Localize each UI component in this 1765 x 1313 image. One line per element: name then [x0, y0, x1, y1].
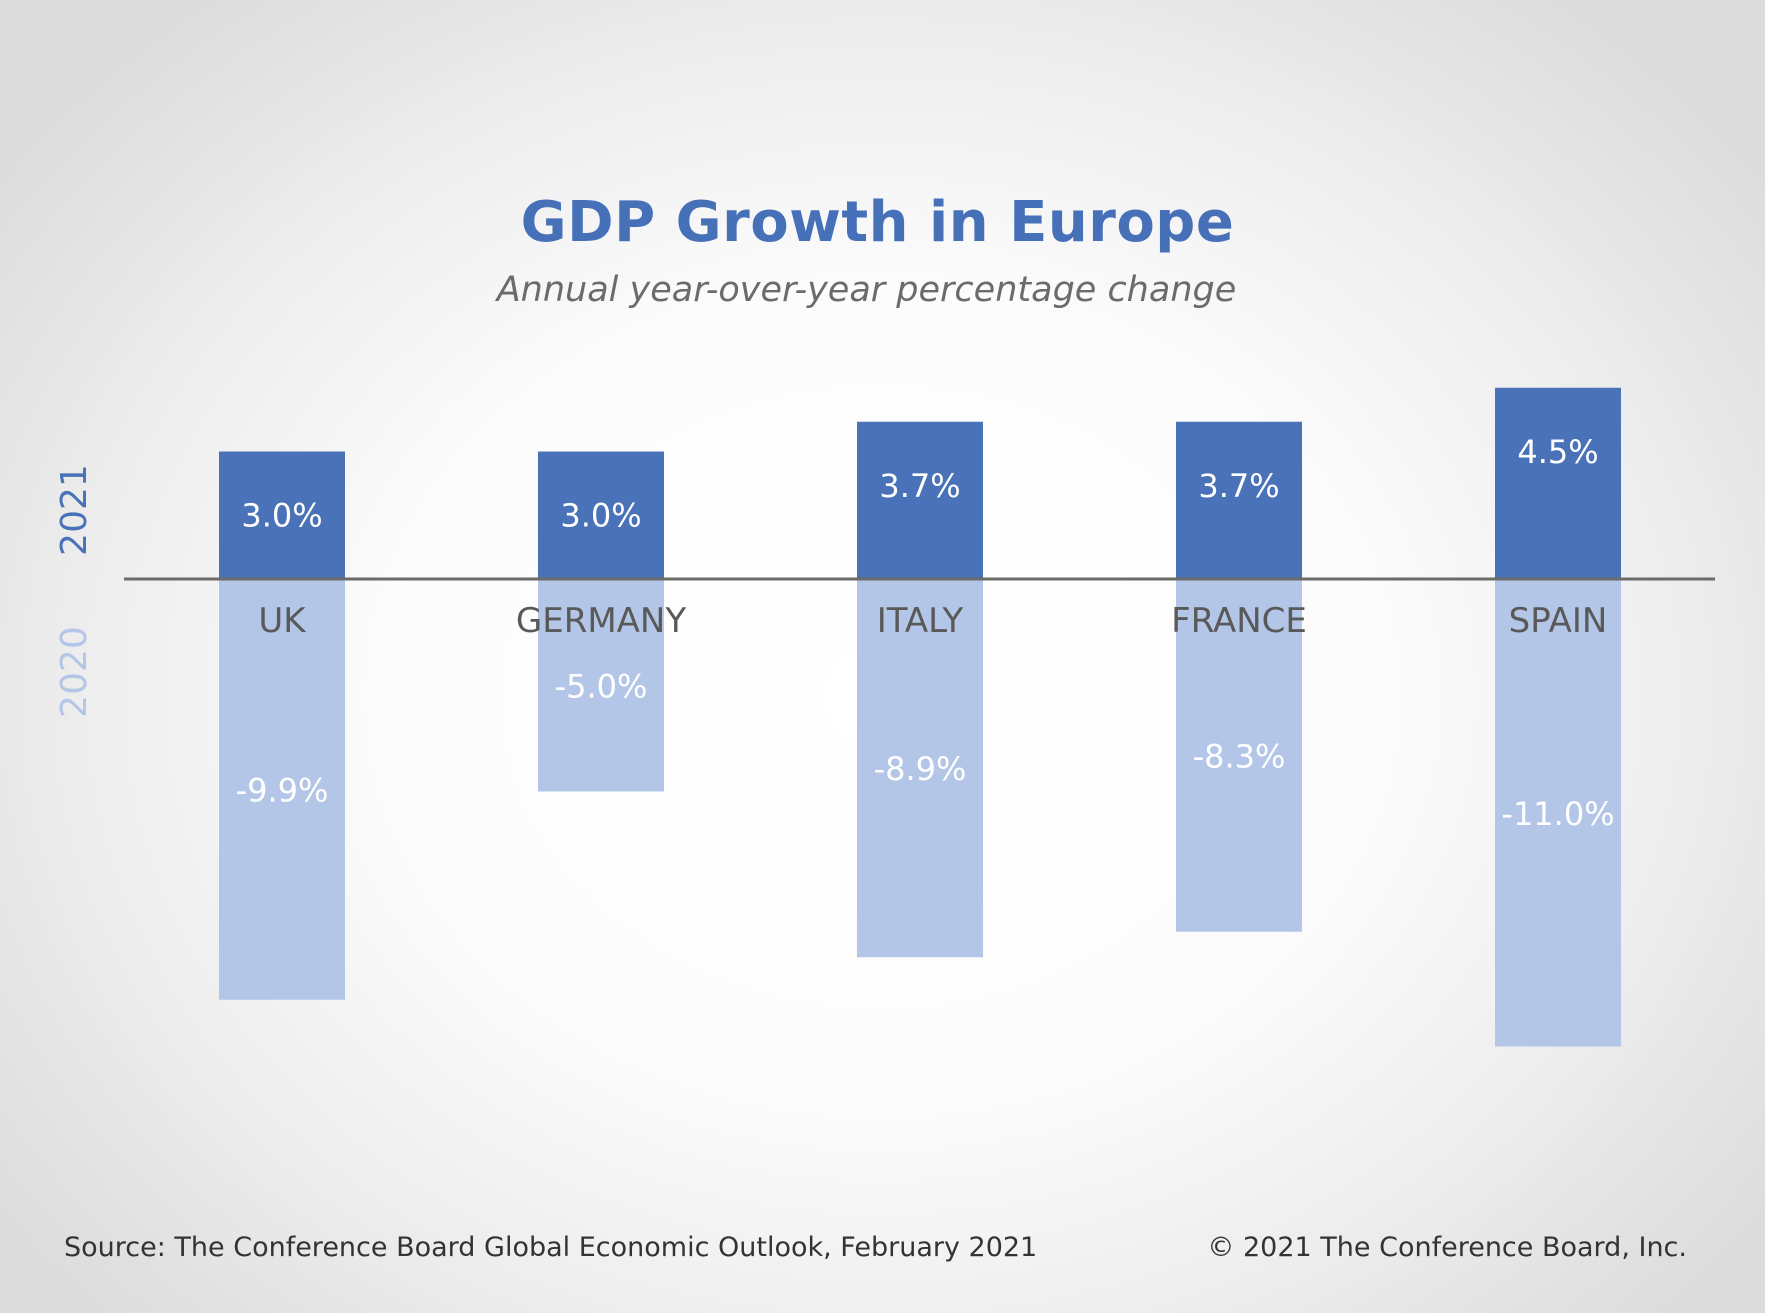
- bar-2021-italy: [857, 421, 983, 579]
- legend-label-2020: 2020: [54, 626, 95, 718]
- data-label-2020-uk: -9.9%: [236, 771, 329, 809]
- bar-2021-france: [1176, 421, 1302, 579]
- data-label-2021-spain: 4.5%: [1517, 433, 1598, 471]
- bar-2021-uk: [219, 451, 345, 579]
- source-note: Source: The Conference Board Global Econ…: [64, 1232, 1038, 1263]
- chart-labels: 3.0% UK -9.9% 3.0% GERMANY -5.0% 3.7% ITALY -8.9…: [236, 433, 1615, 833]
- category-label-france: FRANCE: [1171, 601, 1307, 641]
- chart-title: GDP Growth in Europe: [520, 190, 1235, 255]
- category-label-germany: GERMANY: [516, 601, 686, 641]
- series-2020-bars: [219, 579, 1621, 1047]
- legend-label-2021: 2021: [54, 464, 95, 556]
- bar-2020-italy: [857, 579, 983, 958]
- data-label-2021-uk: 3.0%: [241, 497, 322, 535]
- data-label-2021-germany: 3.0%: [560, 497, 641, 535]
- bar-2021-germany: [538, 451, 664, 579]
- series-legend: 2021 2020: [54, 464, 95, 718]
- bar-2020-germany: [538, 579, 664, 792]
- bar-2020-france: [1176, 579, 1302, 932]
- data-label-2021-italy: 3.7%: [879, 467, 960, 505]
- bar-2020-uk: [219, 579, 345, 1000]
- series-2021-bars: [219, 387, 1621, 579]
- data-label-2020-italy: -8.9%: [874, 750, 967, 788]
- bar-2020-spain: [1495, 579, 1621, 1047]
- bar-2021-spain: [1495, 387, 1621, 579]
- copyright-note: © 2021 The Conference Board, Inc.: [1207, 1232, 1687, 1263]
- category-label-italy: ITALY: [877, 601, 964, 641]
- data-label-2020-germany: -5.0%: [555, 667, 648, 705]
- data-label-2020-france: -8.3%: [1193, 737, 1286, 775]
- data-label-2021-france: 3.7%: [1198, 467, 1279, 505]
- category-label-spain: SPAIN: [1509, 601, 1608, 641]
- data-label-2020-spain: -11.0%: [1501, 795, 1614, 833]
- chart-subtitle: Annual year-over-year percentage change: [496, 270, 1237, 310]
- category-label-uk: UK: [258, 601, 307, 641]
